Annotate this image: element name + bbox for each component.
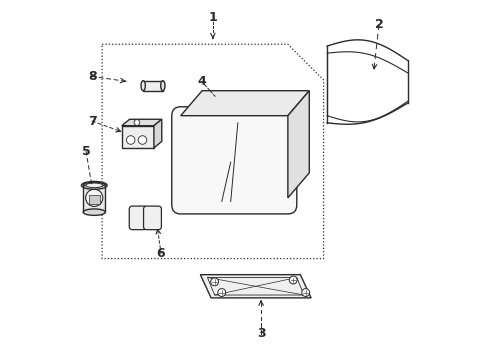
- Text: 4: 4: [198, 75, 206, 88]
- Bar: [89, 195, 100, 204]
- Text: 7: 7: [88, 114, 97, 127]
- Bar: [122, 126, 154, 148]
- Circle shape: [218, 289, 226, 296]
- Ellipse shape: [161, 81, 165, 91]
- Ellipse shape: [83, 182, 105, 189]
- Text: 8: 8: [88, 70, 97, 83]
- Polygon shape: [122, 119, 162, 126]
- Circle shape: [302, 289, 310, 296]
- FancyBboxPatch shape: [129, 206, 147, 230]
- Circle shape: [126, 136, 135, 144]
- FancyBboxPatch shape: [172, 107, 297, 214]
- Ellipse shape: [83, 209, 105, 215]
- Polygon shape: [288, 91, 309, 198]
- Bar: [83, 185, 105, 212]
- Polygon shape: [154, 119, 162, 148]
- Polygon shape: [181, 91, 309, 116]
- Circle shape: [211, 278, 219, 286]
- Text: 5: 5: [82, 145, 91, 158]
- Polygon shape: [200, 275, 311, 298]
- Circle shape: [134, 120, 140, 125]
- Text: 3: 3: [257, 327, 266, 340]
- FancyBboxPatch shape: [144, 206, 161, 230]
- Text: 2: 2: [374, 18, 383, 31]
- Circle shape: [138, 136, 147, 144]
- Circle shape: [289, 276, 297, 284]
- Ellipse shape: [141, 81, 146, 91]
- Text: 1: 1: [208, 11, 217, 24]
- Circle shape: [86, 189, 103, 206]
- Ellipse shape: [86, 183, 103, 188]
- Bar: [143, 81, 163, 91]
- Text: 6: 6: [157, 247, 165, 260]
